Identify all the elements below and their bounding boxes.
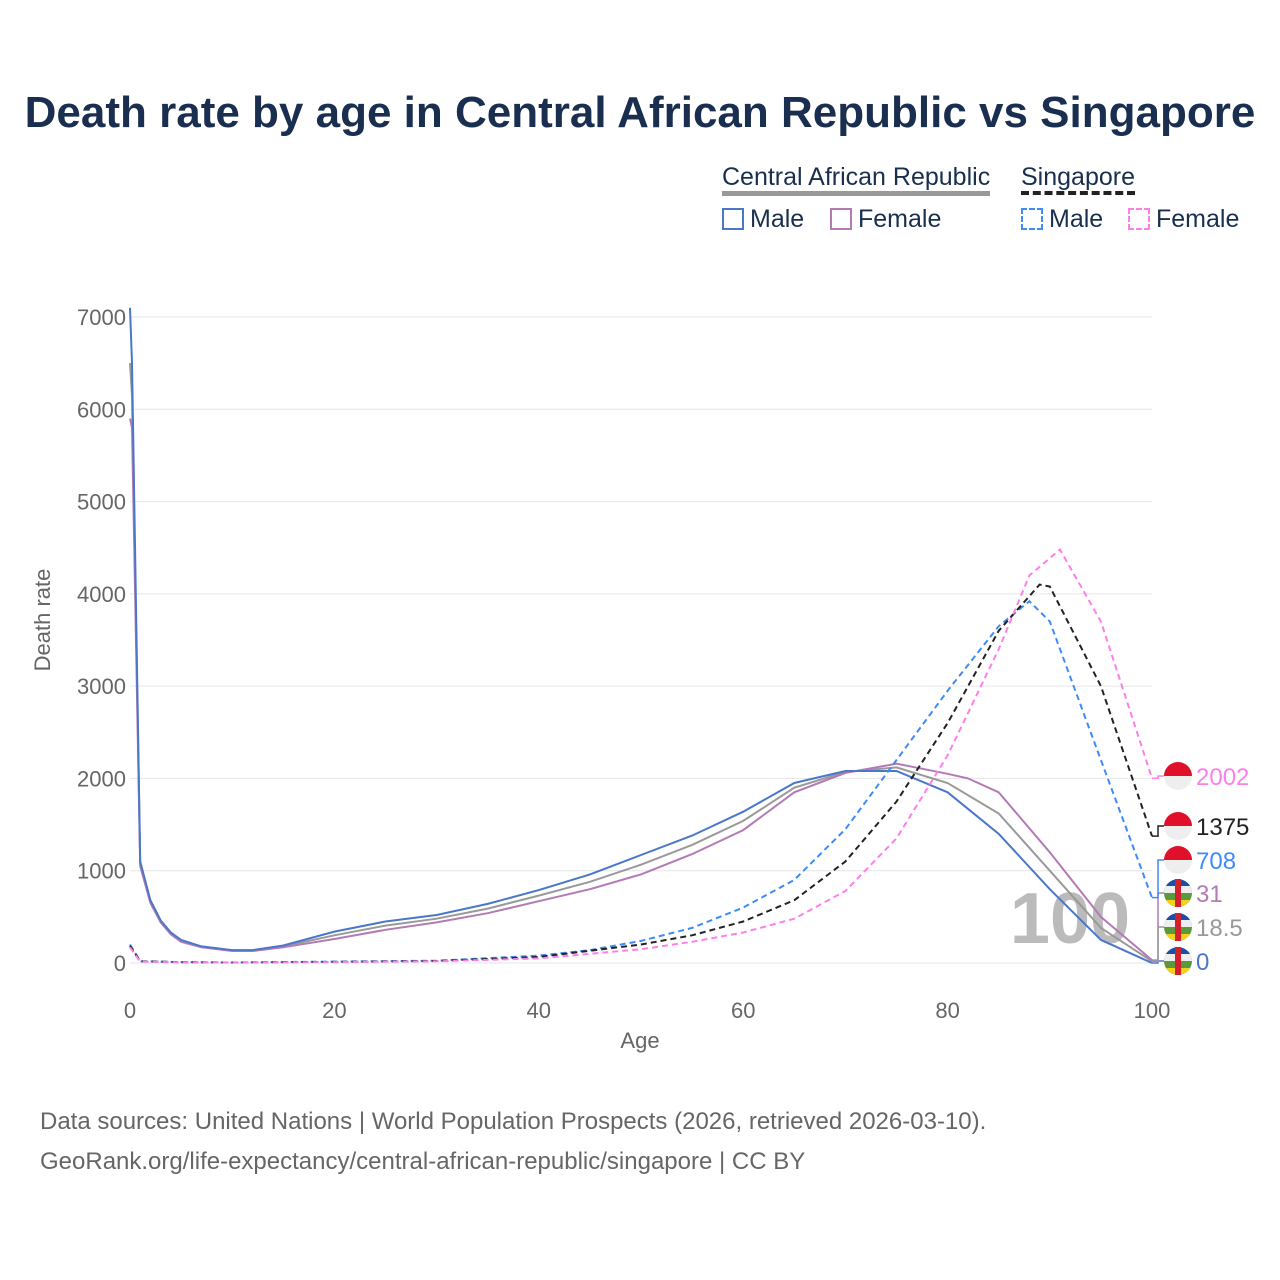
y-tick-label: 7000 xyxy=(77,305,126,330)
x-tick-label: 80 xyxy=(935,998,959,1023)
end-value-label: 0 xyxy=(1196,949,1209,976)
legend-car-female[interactable]: Female xyxy=(830,205,941,234)
legend-sg-female[interactable]: Female xyxy=(1128,205,1239,234)
series-line-singapore-both xyxy=(129,583,1153,964)
car-flag-icon xyxy=(1175,913,1181,941)
legend-sg-male[interactable]: Male xyxy=(1021,205,1103,234)
singapore-flag-icon xyxy=(1164,812,1192,826)
y-tick-label: 0 xyxy=(114,951,126,976)
series-line-singapore-male xyxy=(129,599,1153,964)
end-label-connector xyxy=(1152,775,1164,779)
x-tick-label: 20 xyxy=(322,998,346,1023)
legend-swatch xyxy=(830,208,852,230)
legend-swatch xyxy=(722,208,744,230)
legend-label: Female xyxy=(1156,205,1240,233)
car-flag-icon xyxy=(1175,879,1181,907)
end-value-label: 31 xyxy=(1196,881,1223,908)
x-tick-label: 60 xyxy=(731,998,755,1023)
legend-group-singapore[interactable]: Singapore xyxy=(1021,163,1135,195)
series-line-car-both xyxy=(129,363,1153,963)
x-axis-label: Age xyxy=(620,1028,659,1053)
y-tick-label: 3000 xyxy=(77,674,126,699)
car-flag-icon xyxy=(1175,947,1181,975)
legend-label: Female xyxy=(858,205,942,233)
y-tick-label: 5000 xyxy=(77,490,126,515)
series-line-car-female xyxy=(129,418,1153,961)
y-tick-label: 6000 xyxy=(77,397,126,422)
source-url[interactable]: GeoRank.org/life-expectancy/central-afri… xyxy=(40,1148,806,1175)
legend-car-male[interactable]: Male xyxy=(722,205,804,234)
end-value-label: 708 xyxy=(1196,848,1236,875)
legend-label: Male xyxy=(750,205,805,233)
end-value-label: 18.5 xyxy=(1196,915,1243,942)
legend-group-car[interactable]: Central African Republic xyxy=(722,163,991,196)
legend-swatch xyxy=(1128,208,1150,230)
y-axis-label: Death rate xyxy=(30,569,55,672)
end-label-connector xyxy=(1152,859,1164,899)
legend-swatch xyxy=(1021,208,1043,230)
end-value-label: 1375 xyxy=(1196,814,1249,841)
end-label-connector xyxy=(1152,926,1164,963)
legend-label: Male xyxy=(1049,205,1104,233)
hover-age-label: 100 xyxy=(1010,879,1130,959)
x-tick-label: 0 xyxy=(124,998,136,1023)
chart-title: Death rate by age in Central African Rep… xyxy=(24,88,1256,137)
series-line-car-male xyxy=(129,307,1153,964)
source-text: Data sources: United Nations | World Pop… xyxy=(40,1108,987,1135)
x-tick-label: 100 xyxy=(1134,998,1171,1023)
y-tick-label: 4000 xyxy=(77,582,126,607)
singapore-flag-icon xyxy=(1164,846,1192,860)
y-tick-label: 1000 xyxy=(77,859,126,884)
x-tick-label: 40 xyxy=(527,998,551,1023)
series-line-singapore-female xyxy=(129,548,1153,964)
y-tick-label: 2000 xyxy=(77,766,126,791)
end-label-connector xyxy=(1152,825,1164,837)
singapore-flag-icon xyxy=(1164,762,1192,776)
end-value-label: 2002 xyxy=(1196,764,1249,791)
